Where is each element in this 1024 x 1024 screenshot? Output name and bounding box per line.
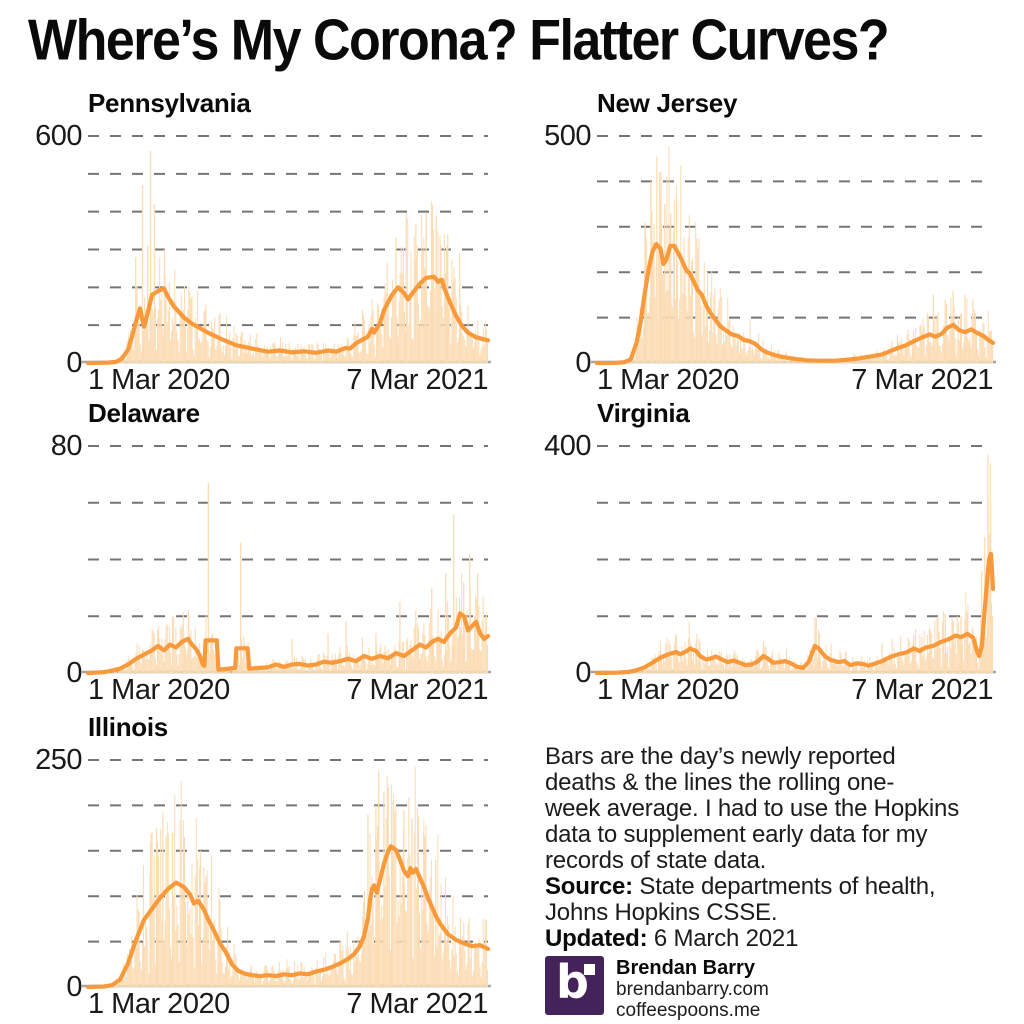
logo-letter: b (556, 955, 589, 1009)
x-axis: 1 Mar 2020 7 Mar 2021 (88, 674, 488, 707)
author-credit: b Brendan Barry brendanbarry.com coffees… (545, 955, 769, 1021)
plot-canvas-delaware (82, 445, 491, 676)
logo-dot-icon (584, 964, 595, 975)
y-axis-zero-label: 0 (575, 347, 591, 379)
x-axis-start-label: 1 Mar 2020 (597, 364, 739, 396)
x-axis-start-label: 1 Mar 2020 (88, 674, 230, 706)
updated-line: Updated: 6 March 2021 (545, 926, 1017, 952)
chart-delaware: Delaware 80 0 1 Mar 2020 7 Mar 2021 (0, 398, 500, 710)
y-axis-max-label: 500 (544, 120, 591, 152)
plot-canvas-virginia (591, 445, 996, 676)
chart-title: Virginia (597, 398, 690, 428)
y-axis-max-label: 400 (544, 430, 591, 462)
y-axis-max-label: 250 (35, 744, 82, 776)
chart-illinois: Illinois 250 0 1 Mar 2020 7 Mar 2021 (0, 712, 500, 1024)
credit-url-2: coffeespoons.me (616, 1000, 761, 1021)
x-axis: 1 Mar 2020 7 Mar 2021 (597, 674, 993, 707)
updated-label: Updated: (545, 925, 648, 952)
x-axis-end-label: 7 Mar 2021 (346, 988, 488, 1020)
source-text: State departments of health, Johns Hopki… (545, 873, 936, 926)
source-line: Source: State departments of health, Joh… (545, 874, 1017, 926)
x-axis-end-label: 7 Mar 2021 (346, 364, 488, 396)
y-axis-zero-label: 0 (66, 971, 82, 1003)
x-axis-end-label: 7 Mar 2021 (346, 674, 488, 706)
x-axis: 1 Mar 2020 7 Mar 2021 (88, 988, 488, 1021)
credit-text: Brendan Barry brendanbarry.com coffeespo… (616, 956, 769, 1021)
credit-name: Brendan Barry (616, 957, 755, 979)
chart-new-jersey: New Jersey 500 0 1 Mar 2020 7 Mar 2021 (509, 88, 1009, 400)
x-axis-start-label: 1 Mar 2020 (597, 674, 739, 706)
source-label: Source: (545, 873, 633, 900)
chart-pennsylvania: Pennsylvania 600 0 1 Mar 2020 7 Mar 2021 (0, 88, 500, 400)
chart-title: Illinois (88, 712, 168, 742)
x-axis: 1 Mar 2020 7 Mar 2021 (597, 364, 993, 397)
x-axis-end-label: 7 Mar 2021 (851, 364, 993, 396)
chart-title: Pennsylvania (88, 88, 251, 118)
credit-url-1: brendanbarry.com (616, 979, 769, 1000)
chart-virginia: Virginia 400 0 1 Mar 2020 7 Mar 2021 (509, 398, 1009, 710)
y-axis-zero-label: 0 (66, 657, 82, 689)
x-axis-start-label: 1 Mar 2020 (88, 364, 230, 396)
y-axis-zero-label: 0 (66, 347, 82, 379)
chart-title: Delaware (88, 398, 200, 428)
x-axis: 1 Mar 2020 7 Mar 2021 (88, 364, 488, 397)
plot-canvas-pennsylvania (82, 135, 491, 366)
brendan-barry-logo: b (545, 955, 604, 1015)
y-axis-max-label: 80 (50, 430, 83, 462)
y-axis-max-label: 600 (35, 120, 82, 152)
chart-annotation: Bars are the day’s newly reported deaths… (545, 744, 1017, 952)
x-axis-start-label: 1 Mar 2020 (88, 988, 230, 1020)
y-axis-zero-label: 0 (575, 657, 591, 689)
x-axis-end-label: 7 Mar 2021 (851, 674, 993, 706)
chart-title: New Jersey (597, 88, 738, 118)
updated-text: 6 March 2021 (647, 925, 799, 952)
plot-canvas-illinois (82, 759, 491, 990)
annotation-paragraph: Bars are the day’s newly reported deaths… (545, 743, 959, 874)
plot-canvas-new-jersey (591, 135, 996, 366)
page-title: Where’s My Corona? Flatter Curves? (28, 9, 890, 73)
